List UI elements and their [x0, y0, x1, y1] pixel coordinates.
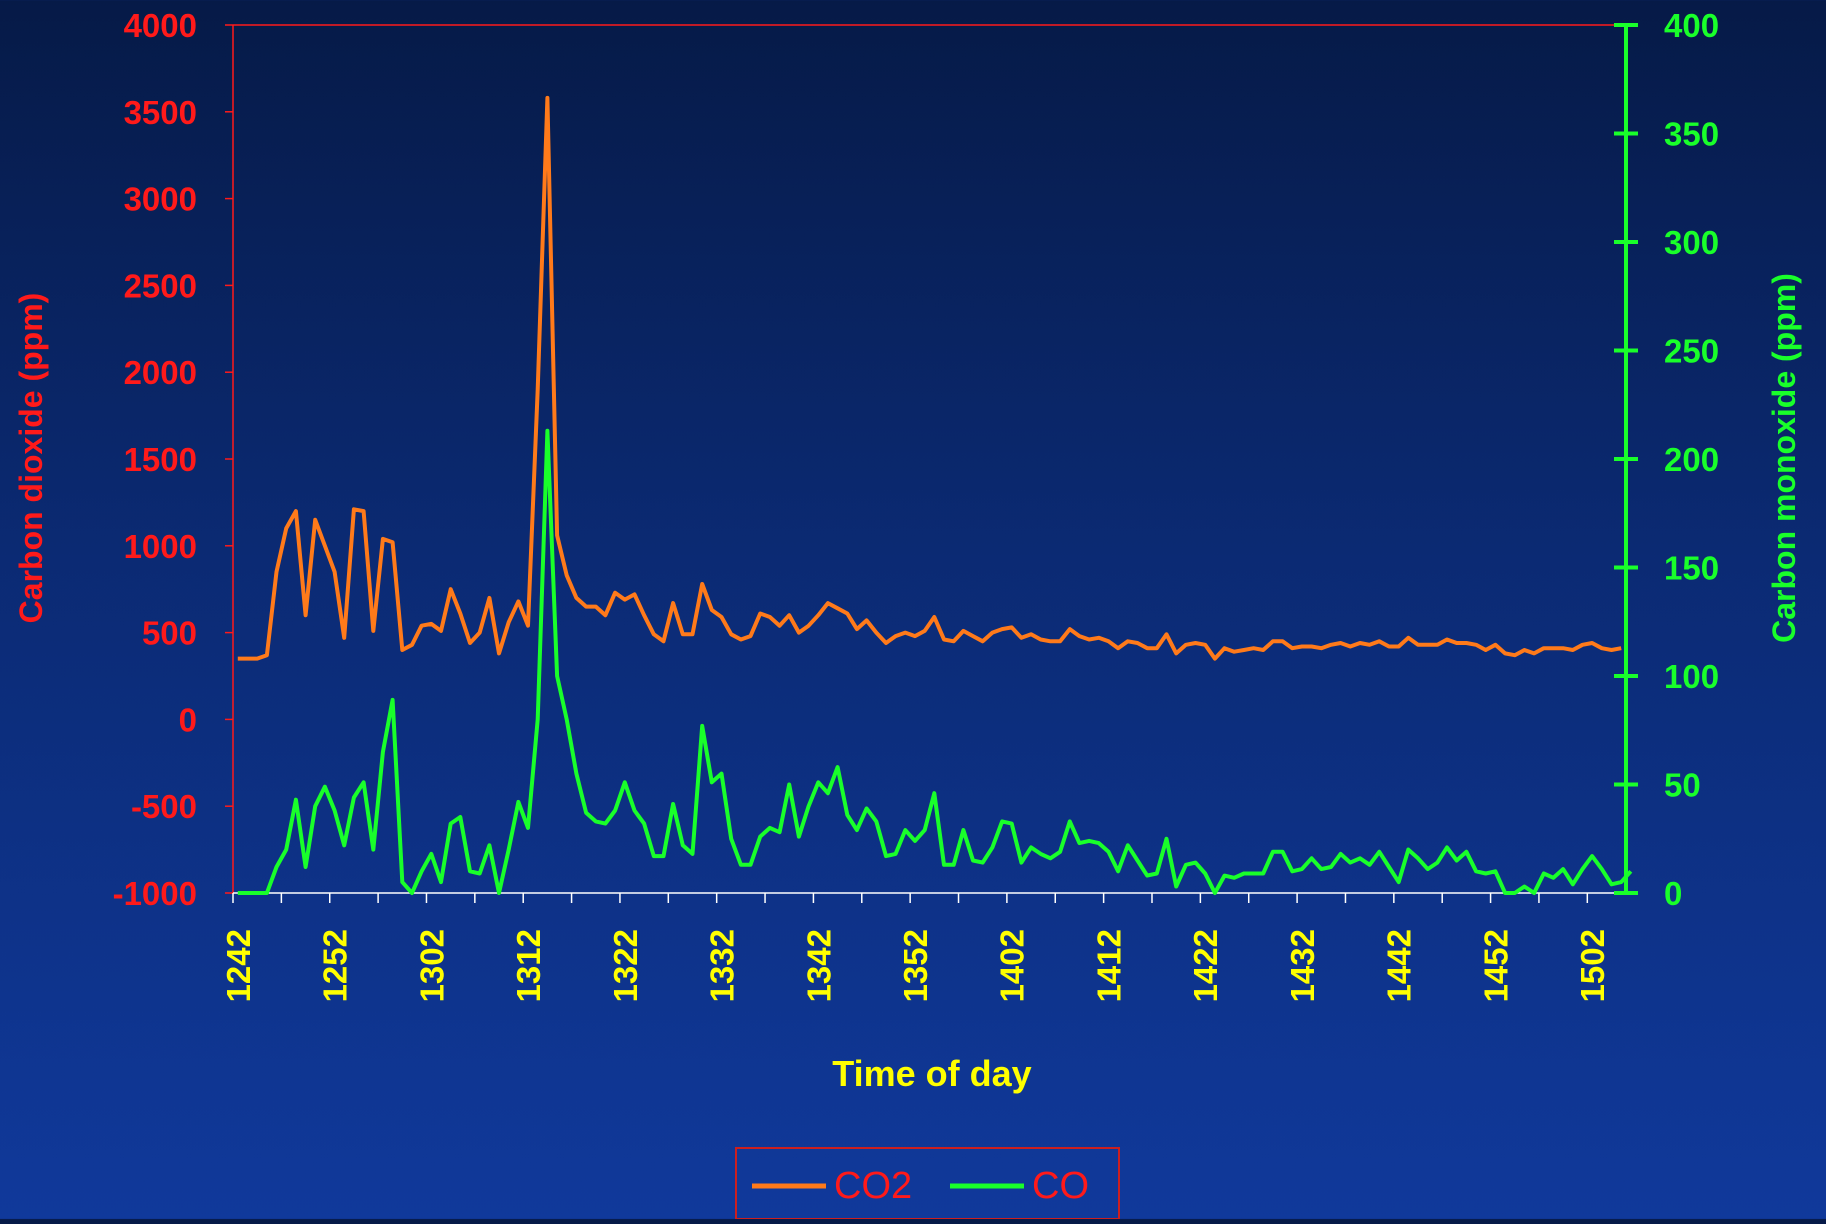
- x-tick-label: 1242: [220, 929, 257, 1002]
- x-tick-label: 1322: [607, 929, 644, 1002]
- series-layer: [237, 95, 1633, 895]
- x-tick-label: 1432: [1284, 929, 1321, 1002]
- y-tick-label-right: 400: [1664, 7, 1719, 44]
- legend: CO2 CO: [735, 1147, 1120, 1220]
- legend-label-co2: CO2: [834, 1165, 912, 1207]
- x-tick-label: 1302: [413, 929, 450, 1002]
- y-tick-label-right: 300: [1664, 224, 1719, 261]
- y-axis-label-right: Carbon monoxide (ppm): [1766, 273, 1802, 643]
- x-tick-label: 1402: [994, 929, 1031, 1002]
- x-tick-label: 1452: [1477, 929, 1514, 1002]
- x-tick-label: 1502: [1574, 929, 1611, 1002]
- y-tick-label-left: 1500: [124, 441, 197, 478]
- y-tick-label-right: 150: [1664, 550, 1719, 587]
- y-tick-label-right: 50: [1664, 767, 1701, 804]
- y-tick-label-left: 2000: [124, 354, 197, 391]
- y-tick-label-left: 0: [179, 701, 197, 738]
- y-tick-label-left: 3000: [124, 181, 197, 218]
- x-tick-label: 1332: [704, 929, 741, 1002]
- y-tick-label-right: 250: [1664, 333, 1719, 370]
- x-tick-label: 1342: [800, 929, 837, 1002]
- series-line-co2: [237, 95, 1622, 661]
- x-tick-label: 1352: [897, 929, 934, 1002]
- x-tick-label: 1422: [1187, 929, 1224, 1002]
- y-tick-label-left: 500: [142, 615, 197, 652]
- x-axis-label: Time of day: [832, 1053, 1031, 1094]
- y-tick-label-left: -1000: [113, 875, 197, 912]
- y-tick-label-left: 1000: [124, 528, 197, 565]
- x-tick-label: 1312: [510, 929, 547, 1002]
- y-tick-label-left: 2500: [124, 267, 197, 304]
- x-tick-label: 1412: [1090, 929, 1127, 1002]
- series-line-co: [237, 428, 1633, 895]
- y-tick-label-right: 100: [1664, 658, 1719, 695]
- axes-layer: -1000-5000500100015002000250030003500400…: [113, 7, 1719, 1002]
- legend-label-co: CO: [1032, 1165, 1089, 1207]
- y-tick-label-left: 4000: [124, 7, 197, 44]
- y-tick-label-right: 350: [1664, 116, 1719, 153]
- y-tick-label-right: 200: [1664, 441, 1719, 478]
- x-tick-label: 1442: [1381, 929, 1418, 1002]
- y-axis-label-left: Carbon dioxide (ppm): [13, 293, 49, 624]
- y-tick-label-right: 0: [1664, 875, 1682, 912]
- y-tick-label-left: 3500: [124, 94, 197, 131]
- y-tick-label-left: -500: [131, 788, 197, 825]
- x-tick-label: 1252: [317, 929, 354, 1002]
